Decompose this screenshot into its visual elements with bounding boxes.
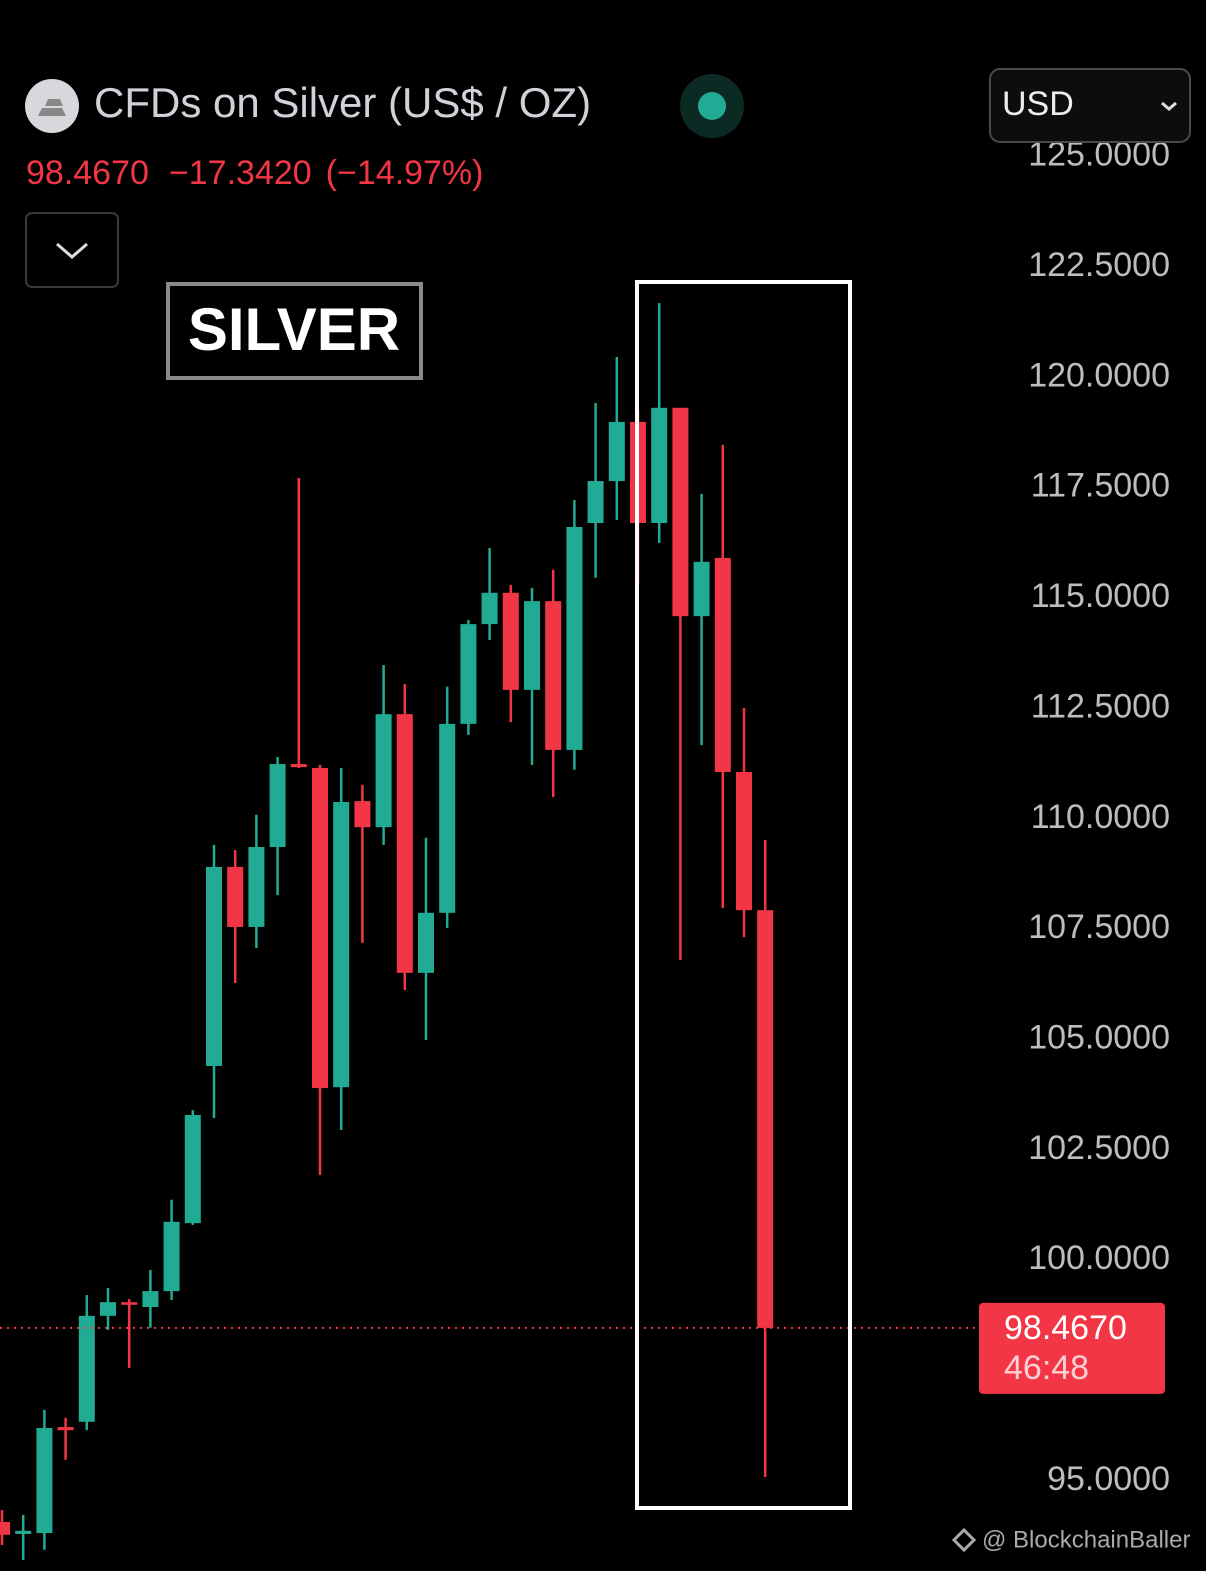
candle-body <box>333 802 350 1088</box>
countdown: 46:48 <box>1004 1349 1089 1387</box>
y-tick-label: 105.0000 <box>1028 1018 1170 1056</box>
candle-body <box>651 407 668 524</box>
candle-body <box>312 768 328 1089</box>
select-frame[interactable] <box>989 68 1191 143</box>
last-price-label: 98.4670 <box>1004 1309 1127 1347</box>
chevron <box>1161 101 1177 111</box>
candle-body <box>184 1114 201 1224</box>
candle-body <box>545 601 562 750</box>
symbol-icon-bars <box>38 99 66 116</box>
price: 98.4670 <box>26 154 149 192</box>
y-tick-label: 107.5000 <box>1028 908 1170 946</box>
candle-body <box>396 714 413 973</box>
watermark: @ BlockchainBaller <box>982 1526 1190 1553</box>
candle-body <box>163 1221 180 1292</box>
candle-body <box>714 557 731 772</box>
change: −17.3420 <box>169 154 312 192</box>
price-line: 98.4670 −17.3420 (−14.97%) <box>26 154 484 192</box>
candle-body <box>524 601 540 690</box>
candle-body <box>460 624 477 724</box>
candle-body <box>481 592 498 625</box>
candle-body <box>290 764 307 768</box>
candle-body <box>100 1302 116 1316</box>
annotation: SILVER <box>188 296 400 363</box>
candle-body <box>0 1522 10 1535</box>
y-tick-label: 117.5000 <box>1031 467 1170 505</box>
candle-body <box>608 421 625 482</box>
plot: 125.0000122.5000120.0000117.5000115.0000… <box>0 136 1170 1560</box>
candle-body <box>439 723 456 913</box>
candle-body <box>36 1427 53 1534</box>
y-tick-label: 100.0000 <box>1028 1239 1170 1277</box>
watermark-icon <box>951 1527 977 1553</box>
candle-body <box>206 866 222 1066</box>
candle-body <box>736 771 752 911</box>
candle-body <box>693 561 710 617</box>
chevron <box>56 242 88 259</box>
candle-body <box>587 481 604 524</box>
candle-body <box>78 1315 95 1422</box>
y-tick-label: 120.0000 <box>1028 356 1170 394</box>
symbol-title: CFDs on Silver (US$ / OZ) <box>94 79 591 126</box>
status-dot <box>698 92 726 120</box>
candle-body <box>269 764 286 848</box>
annotation-box <box>166 282 423 380</box>
candle-body <box>757 910 774 1328</box>
highlight-box <box>635 280 852 1510</box>
candle-body <box>15 1530 32 1534</box>
currency: USD <box>1002 85 1074 123</box>
candle-body <box>248 847 265 927</box>
y-tick-label: 112.5000 <box>1031 687 1170 725</box>
candle-body <box>566 526 583 750</box>
button-frame[interactable] <box>25 212 119 288</box>
last-price-tag <box>979 1302 1165 1394</box>
y-tick-label: 95.0000 <box>1047 1460 1170 1498</box>
candle-body <box>502 592 519 690</box>
candle-body <box>375 714 392 828</box>
y-tick-label: 122.5000 <box>1028 246 1170 284</box>
change-pct: (−14.97%) <box>326 154 484 192</box>
y-tick-label: 102.5000 <box>1028 1129 1170 1167</box>
candle-body <box>227 866 244 927</box>
candle-body <box>418 912 434 973</box>
collapse-button[interactable] <box>25 212 119 288</box>
y-tick-label: 115.0000 <box>1031 577 1170 615</box>
candle-body <box>354 801 371 828</box>
candle-body <box>142 1291 159 1308</box>
header: CFDs on Silver (US$ / OZ) 98.4670 −17.342… <box>25 68 1191 1553</box>
currency-select[interactable]: USD <box>989 68 1191 143</box>
candle-body <box>121 1302 138 1305</box>
candle-body <box>672 407 689 617</box>
y-tick-label: 110.0000 <box>1031 798 1170 836</box>
candle-body <box>57 1427 74 1431</box>
